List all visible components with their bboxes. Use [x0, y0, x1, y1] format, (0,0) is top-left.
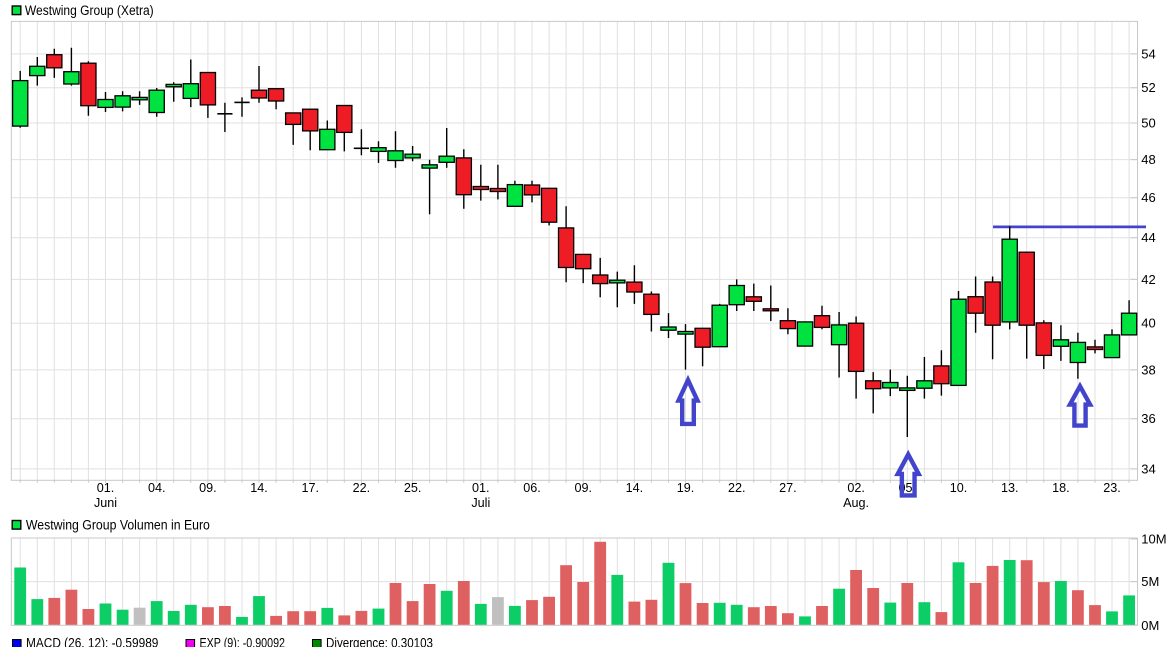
svg-text:09.: 09.	[199, 481, 217, 495]
svg-text:36: 36	[1141, 411, 1155, 426]
svg-text:22.: 22.	[728, 481, 746, 495]
svg-text:0M: 0M	[1141, 618, 1159, 633]
svg-text:17.: 17.	[301, 481, 319, 495]
svg-text:19.: 19.	[677, 481, 695, 495]
svg-text:50: 50	[1141, 115, 1155, 130]
svg-text:48: 48	[1141, 152, 1155, 167]
svg-text:23.: 23.	[1103, 481, 1121, 495]
svg-text:01.: 01.	[472, 481, 490, 495]
svg-text:Juli: Juli	[471, 496, 490, 510]
svg-text:22.: 22.	[353, 481, 371, 495]
svg-text:02.: 02.	[847, 481, 865, 495]
svg-text:MACD (26, 12): -0.59989: MACD (26, 12): -0.59989	[26, 635, 158, 647]
svg-text:Aug.: Aug.	[843, 496, 869, 510]
svg-text:14.: 14.	[626, 481, 644, 495]
svg-text:01.: 01.	[97, 481, 115, 495]
svg-text:18.: 18.	[1052, 481, 1070, 495]
svg-text:Divergence: 0.30103: Divergence: 0.30103	[326, 635, 433, 647]
svg-text:27.: 27.	[779, 481, 797, 495]
svg-text:09.: 09.	[574, 481, 592, 495]
svg-text:25.: 25.	[404, 481, 422, 495]
svg-text:46: 46	[1141, 190, 1155, 205]
svg-text:38: 38	[1141, 362, 1155, 377]
svg-text:10M: 10M	[1141, 532, 1166, 547]
svg-text:14.: 14.	[250, 481, 268, 495]
svg-text:54: 54	[1141, 46, 1155, 61]
svg-text:13.: 13.	[1001, 481, 1019, 495]
svg-text:52: 52	[1141, 80, 1155, 95]
svg-text:42: 42	[1141, 272, 1155, 287]
svg-text:06.: 06.	[523, 481, 541, 495]
svg-text:44: 44	[1141, 230, 1155, 245]
svg-text:10.: 10.	[950, 481, 968, 495]
svg-text:Westwing Group (Xetra): Westwing Group (Xetra)	[25, 3, 154, 18]
svg-text:Juni: Juni	[94, 496, 117, 510]
svg-text:EXP (9): -0.90092: EXP (9): -0.90092	[200, 635, 286, 647]
svg-text:40: 40	[1141, 316, 1155, 331]
svg-text:34: 34	[1141, 461, 1155, 476]
svg-text:04.: 04.	[148, 481, 166, 495]
svg-text:5M: 5M	[1141, 574, 1159, 589]
svg-text:Westwing Group Volumen in Euro: Westwing Group Volumen in Euro	[26, 518, 210, 533]
